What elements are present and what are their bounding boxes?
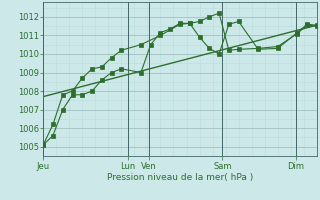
X-axis label: Pression niveau de la mer( hPa ): Pression niveau de la mer( hPa ) [107, 173, 253, 182]
